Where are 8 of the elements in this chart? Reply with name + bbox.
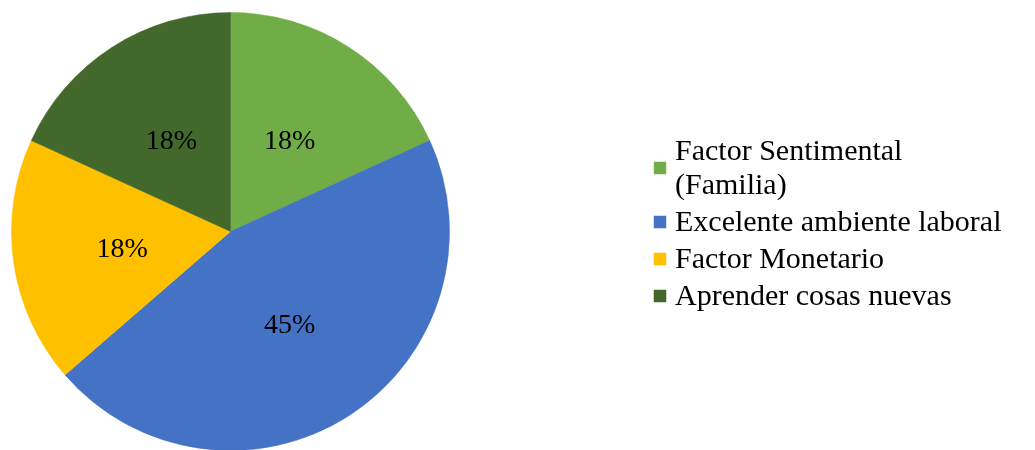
data-label: 18% [145, 123, 197, 155]
legend-label: Aprender cosas nuevas [675, 278, 952, 312]
legend-label: Excelente ambiente laboral [675, 204, 1002, 238]
legend-label: Factor Monetario [675, 241, 885, 275]
data-label: 45% [264, 308, 316, 340]
data-label: 18% [96, 231, 148, 263]
data-label: 18% [264, 123, 316, 155]
legend-label: Factor Sentimental (Familia) [675, 133, 903, 201]
